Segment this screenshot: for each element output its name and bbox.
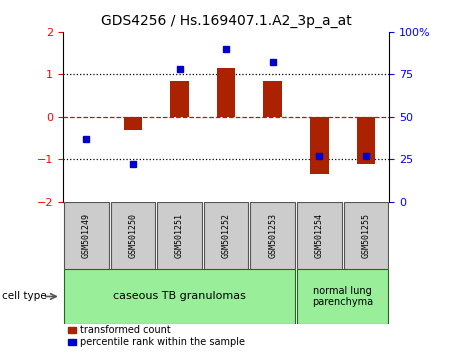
FancyBboxPatch shape [157,202,202,269]
FancyBboxPatch shape [111,202,155,269]
FancyBboxPatch shape [64,269,295,324]
FancyBboxPatch shape [344,202,388,269]
Bar [217,68,235,117]
Text: cell type: cell type [2,291,47,302]
Bar [356,117,375,164]
Text: caseous TB granulomas: caseous TB granulomas [113,291,246,302]
Text: GSM501249: GSM501249 [82,213,91,258]
Bar [124,117,142,130]
Text: normal lung
parenchyma: normal lung parenchyma [312,286,373,307]
FancyBboxPatch shape [250,202,295,269]
FancyBboxPatch shape [64,202,109,269]
Bar [263,81,282,117]
Legend: transformed count, percentile rank within the sample: transformed count, percentile rank withi… [68,325,244,347]
Text: GSM501252: GSM501252 [221,213,230,258]
Text: GSM501251: GSM501251 [175,213,184,258]
Text: GSM501250: GSM501250 [128,213,137,258]
FancyBboxPatch shape [204,202,248,269]
Title: GDS4256 / Hs.169407.1.A2_3p_a_at: GDS4256 / Hs.169407.1.A2_3p_a_at [101,14,351,28]
FancyBboxPatch shape [297,269,388,324]
Text: GSM501253: GSM501253 [268,213,277,258]
Bar [310,117,328,174]
Text: GSM501254: GSM501254 [315,213,324,258]
FancyBboxPatch shape [297,202,342,269]
Text: GSM501255: GSM501255 [361,213,370,258]
Bar [170,81,189,117]
